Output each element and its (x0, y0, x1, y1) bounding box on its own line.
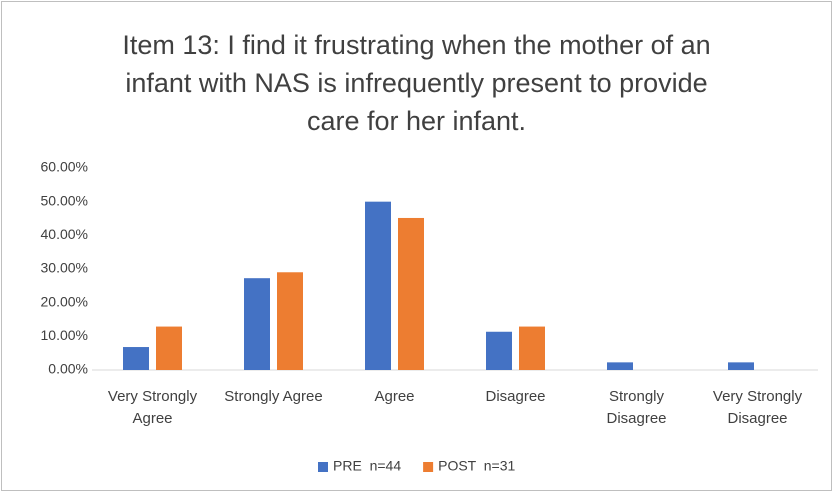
y-tick-label: 10.00% (41, 327, 88, 343)
x-tick-label: Strongly Disagree (606, 388, 667, 427)
legend-label: PRE n=44 (333, 458, 401, 474)
chart-title: Item 13: I find it frustrating when the … (122, 30, 711, 136)
x-tick-label: Very Strongly Agree (107, 388, 198, 427)
bar (728, 362, 754, 370)
y-tick-label: 30.00% (41, 260, 88, 276)
x-tick-label: Very Strongly Disagree (712, 388, 803, 427)
y-tick-label: 0.00% (48, 361, 88, 377)
bar (486, 331, 512, 370)
bar (519, 326, 545, 370)
bar (244, 278, 270, 370)
y-tick-label: 40.00% (41, 226, 88, 242)
y-tick-label: 60.00% (41, 159, 88, 175)
bar (156, 326, 182, 370)
x-tick-label: Disagree (485, 388, 546, 405)
bar (365, 201, 391, 370)
bar (607, 362, 633, 370)
x-tick-label: Agree (374, 388, 415, 405)
y-tick-label: 20.00% (41, 293, 88, 309)
x-tick-label: Strongly Agree (224, 388, 323, 405)
legend-label: POST n=31 (438, 458, 515, 474)
bar (123, 347, 149, 370)
legend-swatch (318, 462, 328, 472)
bar (398, 217, 424, 370)
y-tick-label: 50.00% (41, 192, 88, 208)
legend-swatch (423, 462, 434, 472)
chart-frame (1, 1, 832, 491)
bar (277, 272, 303, 370)
